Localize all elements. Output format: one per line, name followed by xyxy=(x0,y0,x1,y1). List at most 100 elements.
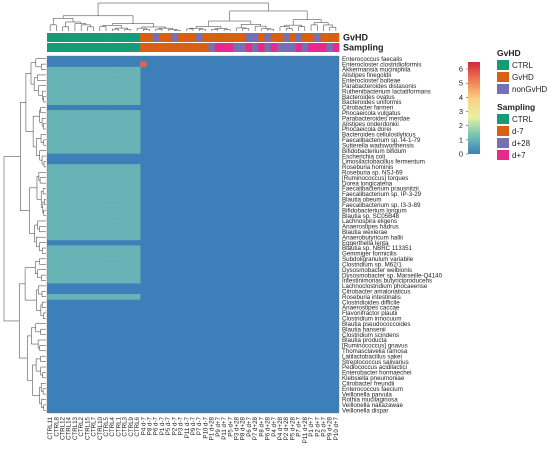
heatmap-cell xyxy=(96,207,104,214)
heatmap-cell xyxy=(71,191,79,197)
heatmap-cell xyxy=(65,202,73,208)
heatmap-cell xyxy=(47,229,54,235)
column-dendrogram-branch xyxy=(261,28,266,31)
sampling-annotation-cell xyxy=(78,43,85,52)
column-dendrogram-branch xyxy=(195,26,209,29)
column-dendrogram-branch xyxy=(158,27,166,30)
heatmap-cell xyxy=(133,115,141,122)
row-dendrogram-branch xyxy=(40,371,43,376)
column-dendrogram-branch xyxy=(314,24,318,31)
heatmap-cell xyxy=(90,164,97,170)
heatmap-cell xyxy=(47,164,54,170)
column-dendrogram-branch xyxy=(242,28,246,31)
heatmap-cell xyxy=(84,196,91,203)
column-dendrogram-branch xyxy=(153,26,167,29)
heatmap-cell xyxy=(65,137,73,143)
heatmap-cell xyxy=(59,229,66,235)
heatmap-cell xyxy=(109,120,116,127)
heatmap-cell xyxy=(127,212,135,219)
column-label: P11 d-7 xyxy=(184,416,191,438)
heatmap-cell xyxy=(109,185,116,192)
heatmap-cell xyxy=(96,250,104,257)
row-dendrogram-branch xyxy=(35,323,46,328)
heatmap-cell xyxy=(127,137,135,143)
heatmap-cell xyxy=(115,196,122,203)
heatmap-cell xyxy=(121,88,129,95)
column-label: P5 d+28 xyxy=(289,416,296,440)
heatmap-cell xyxy=(109,77,116,84)
row-dendrogram-branch xyxy=(42,207,44,214)
heatmap-cell xyxy=(127,93,135,100)
column-label: CTRL2 xyxy=(78,416,85,436)
heatmap-cell xyxy=(47,202,54,208)
row-label: Klebsiella pneumoniae xyxy=(342,375,405,382)
heatmap-cell xyxy=(90,261,97,268)
heatmap-cell xyxy=(71,185,79,192)
row-dendrogram-branch xyxy=(39,116,43,123)
heatmap-cell xyxy=(78,169,85,176)
heatmap-cell xyxy=(78,207,85,214)
sampling-legend-label: d+28 xyxy=(512,139,531,148)
sampling-legend-swatch xyxy=(497,138,509,148)
heatmap-cell xyxy=(59,126,66,133)
heatmap-cell xyxy=(121,223,129,230)
heatmap-cell xyxy=(71,120,79,127)
heatmap-cell xyxy=(109,115,116,122)
gvhd-annotation-cell xyxy=(158,33,166,42)
row-dendrogram-branch xyxy=(40,190,44,200)
heatmap-cell xyxy=(133,256,141,262)
row-label: Lachnoclostridium phocaeense xyxy=(342,283,428,290)
heatmap-cell xyxy=(115,234,122,241)
heatmap-cell xyxy=(47,261,54,268)
heatmap-cell xyxy=(109,93,116,100)
heatmap-cell xyxy=(109,277,116,284)
heatmap-cell xyxy=(65,212,73,219)
heatmap-cell xyxy=(115,131,122,138)
heatmap-cell xyxy=(53,218,60,224)
heatmap-cell xyxy=(121,207,129,214)
heatmap-cell xyxy=(71,223,79,230)
column-label: CTRL3 xyxy=(122,416,129,436)
gvhd-legend-label: GvHD xyxy=(512,73,534,82)
column-label: P6 d-7 xyxy=(153,416,160,435)
column-label: CTRL13 xyxy=(72,416,79,440)
row-dendrogram-branch xyxy=(41,117,46,123)
column-dendrogram-branch xyxy=(80,23,87,25)
column-labels: CTRL11 CTRL8 CTRL12 CTRL14 CTRL13 CTRL2 CTRL15… xyxy=(47,416,340,443)
heatmap-cell xyxy=(47,169,54,176)
row-dendrogram-branch xyxy=(39,395,42,404)
heatmap-cell xyxy=(47,294,54,300)
heatmap-cell xyxy=(127,77,135,84)
heatmap-cell xyxy=(102,99,110,105)
heatmap-cell xyxy=(71,169,79,176)
column-label: P10 d-7 xyxy=(202,416,209,438)
heatmap-cell xyxy=(96,277,104,284)
heatmap-cell xyxy=(59,234,66,241)
column-label: P4 d+7 xyxy=(271,416,278,436)
heatmap-cell xyxy=(78,83,85,89)
gvhd-annotation-cell xyxy=(84,33,91,42)
gvhd-annotation-cell xyxy=(332,33,340,42)
heatmap-cell xyxy=(115,212,122,219)
row-dendrogram-branch xyxy=(18,320,28,359)
row-dendrogram-branch xyxy=(40,199,43,208)
heatmap-cell xyxy=(71,207,79,214)
heatmap-cell xyxy=(127,256,135,262)
heatmap-cell xyxy=(109,137,116,143)
heatmap-cell xyxy=(121,93,129,100)
heatmap-cell xyxy=(96,99,104,105)
row-dendrogram-branch xyxy=(43,209,46,213)
gvhd-legend-swatch xyxy=(497,84,509,94)
column-label: P5 d+7 xyxy=(227,416,234,436)
heatmap-cell xyxy=(115,147,122,154)
heatmap-cell xyxy=(127,83,135,89)
heatmap-cell xyxy=(121,196,129,203)
row-label: Veillonella parvula xyxy=(342,391,392,398)
heatmap-cell xyxy=(102,185,110,192)
heatmap-cell xyxy=(90,212,97,219)
sampling-annotation-cell xyxy=(270,43,278,52)
row-dendrogram-branch xyxy=(38,90,43,96)
column-label: P8 d+28 xyxy=(240,416,247,440)
column-dendrogram-branch xyxy=(53,24,57,31)
row-dendrogram-branch xyxy=(18,283,26,321)
